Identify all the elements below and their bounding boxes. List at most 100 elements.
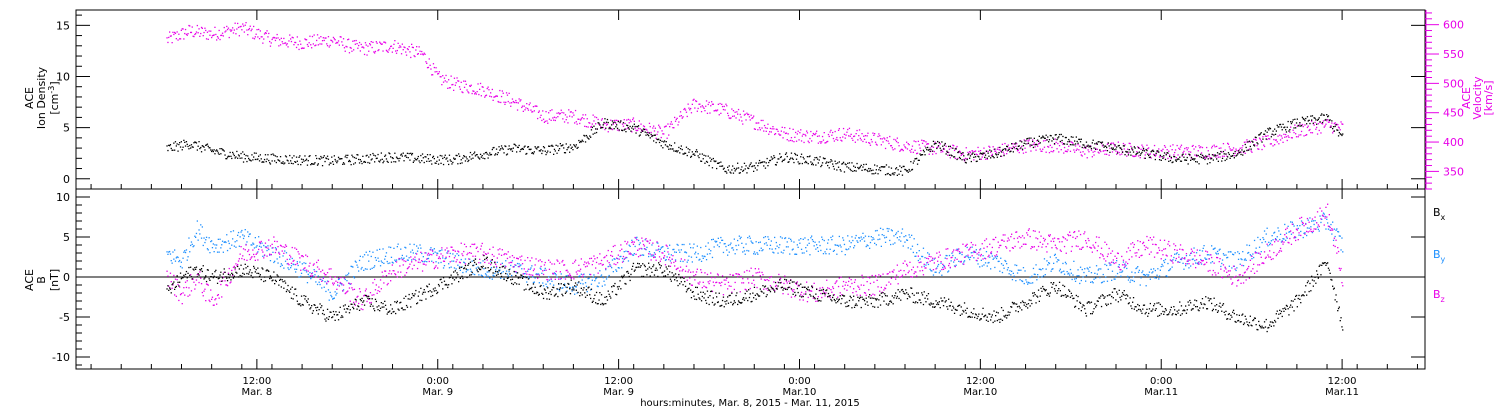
by-series-point <box>1221 262 1223 265</box>
density-series-point <box>1040 137 1042 139</box>
velocity-series-point <box>193 35 195 38</box>
velocity-series-point <box>341 41 343 43</box>
density-series-point <box>872 169 874 171</box>
density-series-point <box>879 169 882 172</box>
bz-series-point <box>638 248 640 250</box>
by-series-point <box>573 288 575 290</box>
bz-series-point <box>244 249 246 251</box>
by-series-point <box>1275 239 1277 241</box>
velocity-series-point <box>984 158 987 160</box>
velocity-series-point <box>266 30 268 32</box>
bz-series-point <box>321 280 323 282</box>
density-series-point <box>451 163 453 165</box>
velocity-series-point <box>1095 143 1098 145</box>
density-series-point <box>736 167 738 169</box>
velocity-series-point <box>588 122 590 124</box>
density-series-point <box>432 156 434 159</box>
density-series-point <box>704 162 706 164</box>
bz-series-point <box>537 260 540 262</box>
by-series-point <box>174 260 177 262</box>
velocity-series-point <box>448 87 451 89</box>
density-series-point <box>358 158 360 161</box>
velocity-series-point <box>191 26 193 28</box>
density-series-point <box>1057 137 1059 139</box>
by-series-point <box>1079 266 1082 268</box>
density-series-point <box>858 168 860 170</box>
velocity-series-point <box>993 148 995 150</box>
density-series-point <box>919 153 921 155</box>
velocity-series-point <box>775 128 777 130</box>
density-series-point <box>713 160 715 162</box>
density-series-point <box>1246 149 1248 152</box>
by-series-point <box>871 239 873 241</box>
density-series-point <box>350 164 352 166</box>
density-series-point <box>1120 147 1122 149</box>
velocity-series-point <box>1113 143 1115 146</box>
density-series-point <box>779 153 781 155</box>
density-series-point <box>737 162 739 164</box>
bz-series-point <box>518 266 520 268</box>
velocity-series-point <box>546 120 548 122</box>
density-series-point <box>217 152 219 154</box>
bz-series-point <box>354 304 356 306</box>
by-series-point <box>387 262 389 265</box>
density-series-point <box>1113 149 1115 151</box>
density-series-point <box>639 134 641 136</box>
velocity-series-point <box>1283 133 1285 135</box>
velocity-series-point <box>1215 156 1217 158</box>
bz-series-point <box>679 266 682 268</box>
velocity-series-point <box>791 140 793 142</box>
by-series-point <box>1168 269 1170 272</box>
velocity-series-point <box>1232 149 1234 151</box>
velocity-series-point <box>634 127 636 129</box>
bz-series-point <box>740 275 742 278</box>
bz-series-point <box>345 292 347 294</box>
velocity-series-point <box>396 49 398 52</box>
velocity-series-point <box>416 53 419 55</box>
by-series-point <box>720 236 722 239</box>
density-series-point <box>1197 154 1199 157</box>
velocity-series-point <box>886 137 888 139</box>
by-series-point <box>282 255 284 257</box>
bz-series-point <box>817 296 819 298</box>
by-series-point <box>1186 263 1188 265</box>
velocity-series-point <box>1006 150 1009 152</box>
velocity-series-point <box>474 93 476 95</box>
by-series-point <box>1124 263 1126 265</box>
by-series-point <box>890 243 892 246</box>
by-series-point <box>243 235 245 237</box>
density-series-point <box>242 161 245 163</box>
velocity-series-point <box>819 141 821 143</box>
bz-series-point <box>612 245 614 248</box>
velocity-series-point <box>1087 149 1089 151</box>
velocity-series-point <box>898 145 900 147</box>
by-series-point <box>936 267 938 269</box>
bz-series-point <box>467 252 469 254</box>
by-series-point <box>722 251 725 254</box>
velocity-series-point <box>802 133 804 135</box>
by-series-point <box>727 244 730 246</box>
by-series-point <box>1130 279 1132 281</box>
velocity-series-point <box>792 128 794 130</box>
bz-series-point <box>232 266 235 269</box>
by-series-point <box>554 273 556 275</box>
density-series-point <box>765 162 767 164</box>
velocity-series-point <box>694 107 696 109</box>
bz-series-point <box>586 265 588 267</box>
velocity-series-point <box>1105 149 1107 152</box>
density-series-point <box>360 160 362 162</box>
density-series-point <box>1199 156 1201 158</box>
by-series-point <box>460 258 462 261</box>
velocity-series-point <box>913 140 915 142</box>
velocity-series-point <box>962 153 964 155</box>
by-series-point <box>849 246 851 248</box>
by-series-point <box>517 265 519 268</box>
velocity-series-point <box>626 119 628 121</box>
density-series-point <box>232 153 235 155</box>
by-series-point <box>338 278 340 280</box>
bz-series-point <box>730 285 732 287</box>
by-series-point <box>942 266 944 269</box>
density-series-point <box>727 169 730 171</box>
velocity-series-point <box>402 49 404 51</box>
density-series-point <box>637 126 639 128</box>
